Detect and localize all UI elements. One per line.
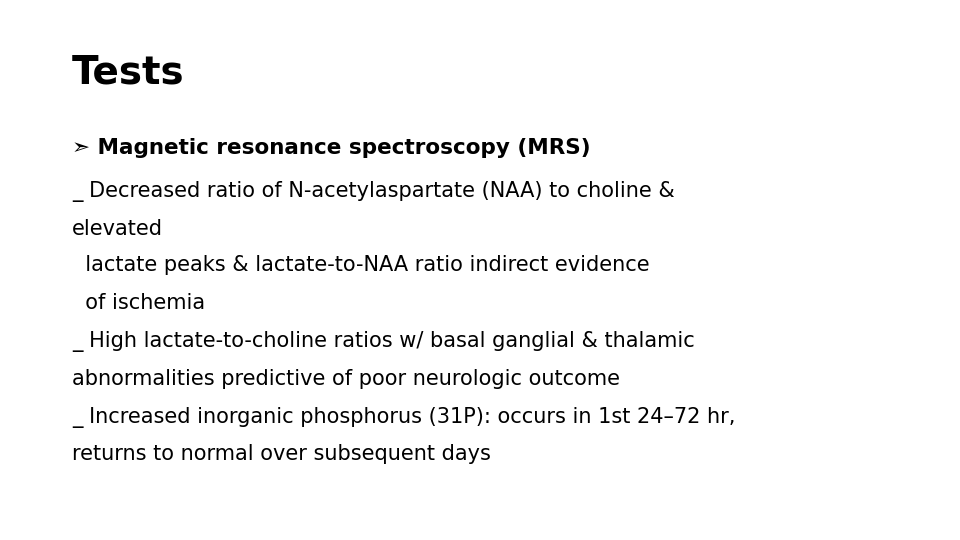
Text: elevated: elevated [72, 219, 163, 239]
Text: of ischemia: of ischemia [72, 293, 205, 313]
Text: ➣ Magnetic resonance spectroscopy (MRS): ➣ Magnetic resonance spectroscopy (MRS) [72, 138, 590, 158]
Text: Tests: Tests [72, 54, 184, 92]
Text: returns to normal over subsequent days: returns to normal over subsequent days [72, 444, 491, 464]
Text: _ High lactate-to-choline ratios w/ basal ganglial & thalamic: _ High lactate-to-choline ratios w/ basa… [72, 331, 695, 352]
Text: _ Decreased ratio of N-acetylaspartate (NAA) to choline &: _ Decreased ratio of N-acetylaspartate (… [72, 181, 675, 202]
Text: _ Increased inorganic phosphorus (31P): occurs in 1st 24–72 hr,: _ Increased inorganic phosphorus (31P): … [72, 407, 735, 428]
Text: lactate peaks & lactate-to-NAA ratio indirect evidence: lactate peaks & lactate-to-NAA ratio ind… [72, 255, 650, 275]
Text: abnormalities predictive of poor neurologic outcome: abnormalities predictive of poor neurolo… [72, 369, 620, 389]
